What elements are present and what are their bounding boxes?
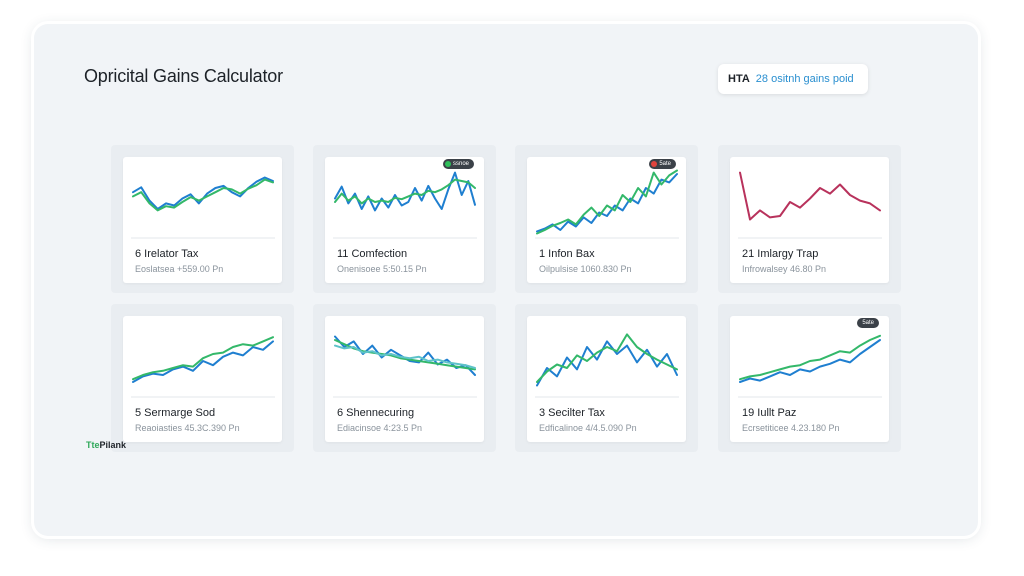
sparkline-series-blue [536, 340, 678, 387]
card-subtitle: Ecrsetiticee 4.23.180 Pn [742, 423, 840, 433]
header-info-pill[interactable]: HTA 28 ositnh gains poid [718, 64, 868, 94]
sparkline-series-blue [132, 340, 274, 383]
sparkline-series-blue [536, 173, 678, 233]
badge-label: ssnoe [452, 161, 469, 167]
sparkline-chart [131, 336, 275, 398]
sparkline-chart [535, 169, 679, 239]
status-badge: 5ate [857, 318, 879, 328]
sparkline-series-green [536, 169, 678, 235]
sparkline-series-blue [334, 171, 476, 212]
card-subtitle: Oilpulsise 1060.830 Pn [539, 264, 632, 274]
card-title: 5 Sermarge Sod [135, 407, 216, 419]
sparkline-chart [131, 176, 275, 239]
sparkline-series-green [739, 334, 881, 381]
calculator-card[interactable]: 21 Imlargy Trap Infrowalsey 46.80 Pn [730, 157, 889, 283]
card-tile: 5ate 1 Infon Bax Oilpulsise 1060.830 Pn [515, 145, 698, 293]
card-tile: 21 Imlargy Trap Infrowalsey 46.80 Pn [718, 145, 901, 293]
footer-label[interactable]: TtePilank [86, 440, 126, 450]
sparkline-series-green [334, 178, 476, 205]
sparkline-series-teal [334, 344, 476, 369]
sparkline-series-green [132, 336, 274, 381]
status-dot-icon [651, 161, 658, 167]
calculator-card[interactable]: 6 Irelator Tax Eoslatsea +559.00 Pn [123, 157, 282, 283]
card-title: 19 Iullt Paz [742, 407, 797, 419]
card-title: 6 Shennecuring [337, 407, 415, 419]
sparkline-chart [738, 334, 882, 398]
card-subtitle: Ediacinsoe 4:23.5 Pn [337, 423, 423, 433]
sparkline-chart [535, 333, 679, 398]
card-subtitle: Eoslatsea +559.00 Pn [135, 264, 224, 274]
calculator-card[interactable]: 3 Secilter Tax Edficalinoe 4/4.5.090 Pn [527, 316, 686, 442]
header-pill-text: 28 ositnh gains poid [755, 73, 854, 85]
badge-label: 5ate [862, 320, 874, 326]
calculator-card[interactable]: 6 Shennecuring Ediacinsoe 4:23.5 Pn [325, 316, 484, 442]
card-title: 6 Irelator Tax [135, 248, 199, 260]
status-badge: ssnoe [442, 159, 474, 169]
sparkline-series-green [536, 333, 678, 383]
sparkline-chart [333, 335, 477, 398]
sparkline-series-blue [132, 176, 274, 210]
card-title: 3 Secilter Tax [539, 407, 605, 419]
calculator-card[interactable]: 5 Sermarge Sod Reaoiasties 45.3C.390 Pn [123, 316, 282, 442]
sparkline-series-blue [739, 339, 881, 383]
calculator-card[interactable]: ssnoe 11 Comfection Onenisoee 5:50.15 Pn [325, 157, 484, 283]
header-pill-code: HTA [728, 73, 750, 85]
status-badge: 5ate [649, 159, 676, 169]
status-dot-icon [444, 161, 451, 167]
sparkline-series-red [739, 171, 881, 221]
badge-label: 5ate [659, 161, 671, 167]
card-tile: 5ate 19 Iullt Paz Ecrsetiticee 4.23.180 Pn [718, 304, 901, 452]
card-title: 11 Comfection [337, 248, 408, 260]
card-title: 21 Imlargy Trap [742, 248, 819, 260]
calculator-card[interactable]: 5ate 1 Infon Bax Oilpulsise 1060.830 Pn [527, 157, 686, 283]
sparkline-series-green [132, 178, 274, 212]
sparkline-series-blue [334, 335, 476, 376]
sparkline-chart [333, 171, 477, 239]
card-tile: 5 Sermarge Sod Reaoiasties 45.3C.390 Pn [111, 304, 294, 452]
card-subtitle: Reaoiasties 45.3C.390 Pn [135, 423, 240, 433]
card-tile: 6 Shennecuring Ediacinsoe 4:23.5 Pn [313, 304, 496, 452]
card-tile: ssnoe 11 Comfection Onenisoee 5:50.15 Pn [313, 145, 496, 293]
calculator-card[interactable]: 5ate 19 Iullt Paz Ecrsetiticee 4.23.180 Pn [730, 316, 889, 442]
page-title: Opricital Gains Calculator [84, 66, 283, 86]
card-subtitle: Onenisoee 5:50.15 Pn [337, 264, 427, 274]
sparkline-chart [738, 171, 882, 239]
card-tile: 6 Irelator Tax Eoslatsea +559.00 Pn [111, 145, 294, 293]
footer-accent: Tte [86, 440, 100, 450]
card-subtitle: Infrowalsey 46.80 Pn [742, 264, 827, 274]
card-title: 1 Infon Bax [539, 248, 595, 260]
footer-text: Pilank [99, 440, 127, 450]
card-tile: 3 Secilter Tax Edficalinoe 4/4.5.090 Pn [515, 304, 698, 452]
card-subtitle: Edficalinoe 4/4.5.090 Pn [539, 423, 637, 433]
